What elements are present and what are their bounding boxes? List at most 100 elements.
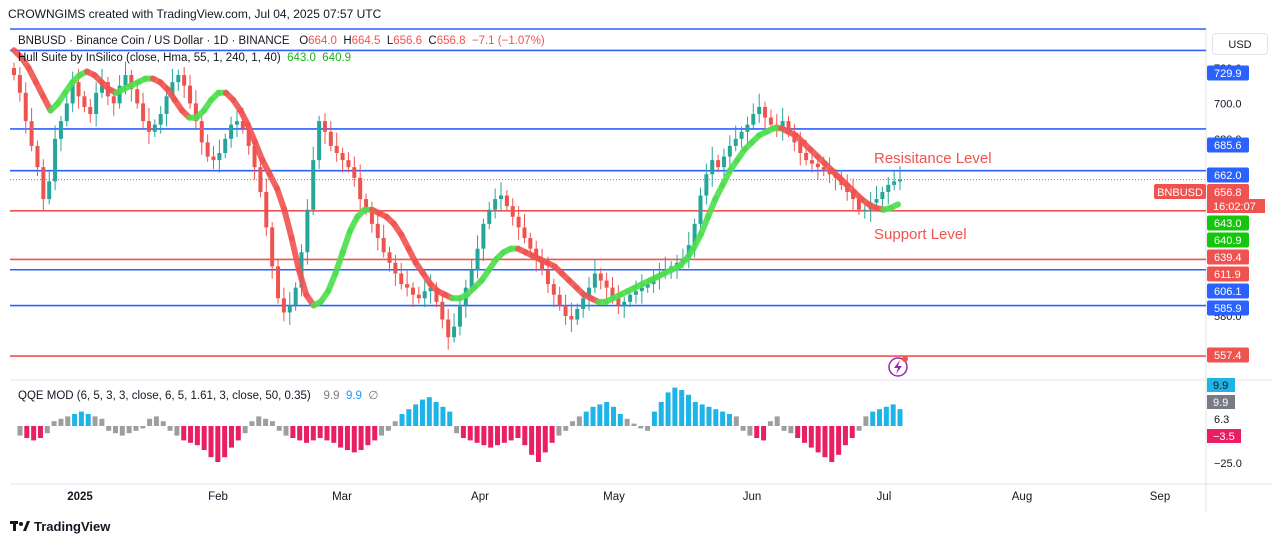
candle-body	[416, 294, 421, 299]
qqe-bar	[508, 426, 514, 441]
candle-body	[522, 227, 527, 239]
hull-value-1: 643.0	[287, 52, 316, 64]
qqe-bar	[822, 426, 828, 458]
qqe-bar	[310, 426, 316, 441]
candle-body	[440, 301, 445, 320]
qqe-bar	[153, 416, 159, 426]
svg-text:729.9: 729.9	[1214, 68, 1242, 80]
candle-body	[58, 121, 63, 139]
qqe-bar	[37, 426, 43, 438]
qqe-bar	[692, 402, 698, 426]
qqe-bar	[406, 409, 412, 426]
qqe-bar	[290, 426, 296, 438]
qqe-bar	[849, 426, 855, 438]
qqe-bar	[44, 426, 50, 434]
candle-body	[70, 82, 75, 104]
high-value: 664.5	[351, 35, 381, 47]
hull-segment	[339, 227, 354, 256]
candle-body	[364, 199, 369, 210]
qqe-bar	[338, 426, 344, 448]
candle-body	[551, 284, 556, 295]
qqe-bar	[304, 426, 310, 443]
qqe-indicator-legend[interactable]: QQE MOD (6, 5, 3, 3, close, 6, 5, 1.61, …	[18, 388, 378, 402]
symbol-legend[interactable]: BNBUSD · Binance Coin / US Dollar · 1D ·…	[18, 35, 545, 47]
qqe-bar	[385, 426, 391, 431]
price-badge: 611.9	[1207, 266, 1249, 282]
candle-body	[223, 138, 228, 154]
qqe-bar	[351, 426, 357, 453]
hull-indicator-legend[interactable]: Hull Suite by InSilico (close, Hma, 55, …	[18, 52, 351, 64]
candle-body	[305, 209, 310, 253]
candle-body	[358, 177, 363, 200]
candle-body	[352, 167, 357, 178]
candle-body	[763, 106, 768, 118]
svg-text:−3.5: −3.5	[1213, 431, 1235, 443]
candle-body	[111, 96, 116, 104]
hull-segment	[281, 206, 295, 242]
qqe-bar	[563, 426, 569, 431]
qqe-badge: 9.9	[1207, 378, 1235, 392]
svg-text:643.0: 643.0	[1214, 218, 1242, 230]
qqe-bar	[140, 426, 146, 429]
qqe-bar	[188, 426, 194, 443]
candle-body	[258, 167, 263, 192]
svg-text:685.6: 685.6	[1214, 140, 1242, 152]
qqe-bar	[556, 426, 562, 436]
qqe-bar	[549, 426, 555, 443]
qqe-bar	[235, 426, 241, 441]
qqe-bar	[747, 426, 753, 436]
qqe-badge: 9.9	[1207, 395, 1235, 409]
qqe-histogram	[17, 387, 903, 462]
qqe-bar	[51, 421, 57, 426]
candle-body	[592, 273, 597, 288]
qqe-bar	[317, 426, 323, 438]
qqe-bar	[610, 406, 616, 426]
qqe-bar	[249, 421, 255, 426]
candle-body	[733, 138, 738, 146]
candle-body	[369, 209, 374, 224]
qqe-bar	[801, 426, 807, 443]
qqe-bar	[501, 426, 507, 443]
candle-body	[604, 280, 609, 288]
qqe-bar	[133, 426, 139, 431]
candle-body	[100, 82, 105, 93]
candle-body	[780, 121, 785, 129]
candle-body	[82, 96, 87, 107]
tradingview-logo[interactable]: TradingView	[10, 519, 110, 534]
candle-body	[264, 191, 269, 228]
qqe-bar	[160, 421, 166, 426]
hull-suite-band	[11, 47, 901, 309]
qqe-bar	[269, 421, 275, 426]
candle-body	[598, 273, 603, 281]
candle-body	[281, 298, 286, 313]
qqe-bar	[331, 426, 337, 443]
candle-body	[381, 238, 386, 253]
candle-body	[29, 121, 34, 146]
qqe-bar	[672, 387, 678, 426]
qqe-bar	[413, 404, 419, 426]
x-axis-tick: Apr	[471, 491, 489, 503]
qqe-bar	[720, 411, 726, 426]
candle-body	[205, 142, 210, 157]
currency-button[interactable]: USD	[1212, 33, 1268, 55]
candle-body	[886, 184, 891, 192]
candle-body	[328, 131, 333, 146]
qqe-bar	[365, 426, 371, 446]
x-axis-tick: May	[603, 491, 625, 503]
hull-segment	[887, 201, 901, 211]
qqe-bar	[604, 402, 610, 426]
candle-body	[387, 252, 392, 263]
candle-body	[639, 287, 644, 292]
candle-body	[880, 191, 885, 200]
qqe-bar	[877, 409, 883, 426]
candle-body	[804, 153, 809, 161]
candle-body	[334, 145, 339, 154]
candle-body	[158, 114, 163, 125]
tradingview-brand: TradingView	[34, 519, 111, 534]
candle-body	[786, 121, 791, 132]
change-value: −7.1 (−1.07%)	[471, 35, 545, 47]
qqe-axis-tick: 6.3	[1214, 414, 1229, 426]
price-badge: 606.1	[1207, 283, 1249, 299]
candle-body	[188, 85, 193, 104]
